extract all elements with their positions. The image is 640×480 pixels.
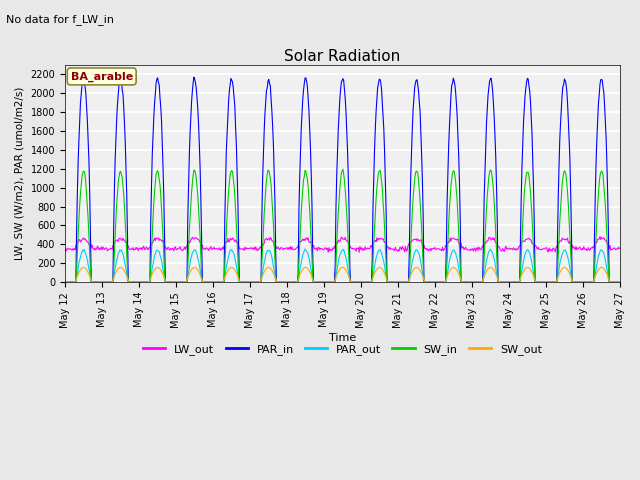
PAR_out [411,250,419,255]
Line: PAR_in: PAR_in [65,77,620,282]
PAR_out [301,246,309,252]
SW_out [80,264,88,270]
SW_in [185,247,193,252]
Line: LW_out: LW_out [65,237,620,252]
Legend: LW_out, PAR_in, PAR_out, SW_in, SW_out: LW_out, PAR_in, PAR_out, SW_in, SW_out [139,339,547,359]
SW_out [71,279,79,285]
LW_out [355,250,363,255]
SW_in [61,279,69,285]
PAR_in [411,84,419,90]
Text: No data for f_LW_in: No data for f_LW_in [6,14,115,25]
LW_out [214,247,221,252]
Title: Solar Radiation: Solar Radiation [284,48,401,63]
SW_out [427,279,435,285]
LW_out [427,248,435,254]
Text: BA_arable: BA_arable [70,72,133,82]
PAR_out [71,279,79,285]
SW_out [186,271,193,276]
PAR_in [61,279,69,285]
PAR_out [214,279,221,285]
PAR_in [185,183,193,189]
PAR_out [616,279,624,285]
SW_out [61,279,69,285]
PAR_out [61,279,69,285]
PAR_in [427,279,435,285]
PAR_out [129,279,136,285]
SW_in [411,176,419,182]
SW_in [214,279,221,285]
Line: SW_in: SW_in [65,169,620,282]
SW_out [215,279,223,285]
PAR_in [215,279,223,285]
LW_out [71,247,79,252]
SW_out [129,279,137,285]
Line: SW_out: SW_out [65,267,620,282]
PAR_in [71,279,79,285]
LW_out [129,247,136,252]
SW_out [616,279,624,285]
LW_out [411,236,419,242]
SW_in [616,279,624,285]
LW_out [616,245,624,251]
LW_out [596,234,604,240]
PAR_in [129,279,136,285]
SW_in [71,279,79,285]
SW_in [339,166,347,172]
Y-axis label: LW, SW (W/m2), PAR (umol/m2/s): LW, SW (W/m2), PAR (umol/m2/s) [15,87,25,260]
PAR_out [427,279,435,285]
SW_in [427,279,435,285]
LW_out [61,246,69,252]
PAR_in [616,279,624,285]
PAR_in [190,74,198,80]
Line: PAR_out: PAR_out [65,249,620,282]
SW_out [411,265,419,271]
LW_out [185,238,193,243]
PAR_out [185,270,193,276]
X-axis label: Time: Time [329,333,356,343]
SW_in [129,279,136,285]
